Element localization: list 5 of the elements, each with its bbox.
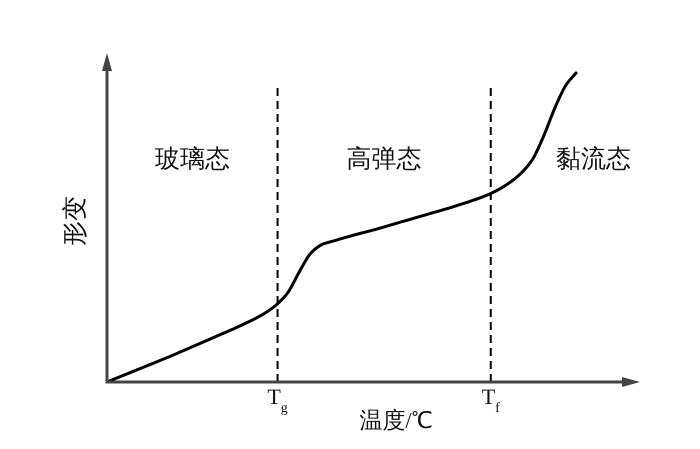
annotation: 玻璃态 (154, 146, 230, 173)
annotation: 高弹态 (346, 146, 422, 173)
y-axis-title: 形变 (62, 196, 89, 246)
x-axis-title: 温度/℃ (359, 408, 433, 433)
annotation: 黏流态 (556, 146, 631, 173)
